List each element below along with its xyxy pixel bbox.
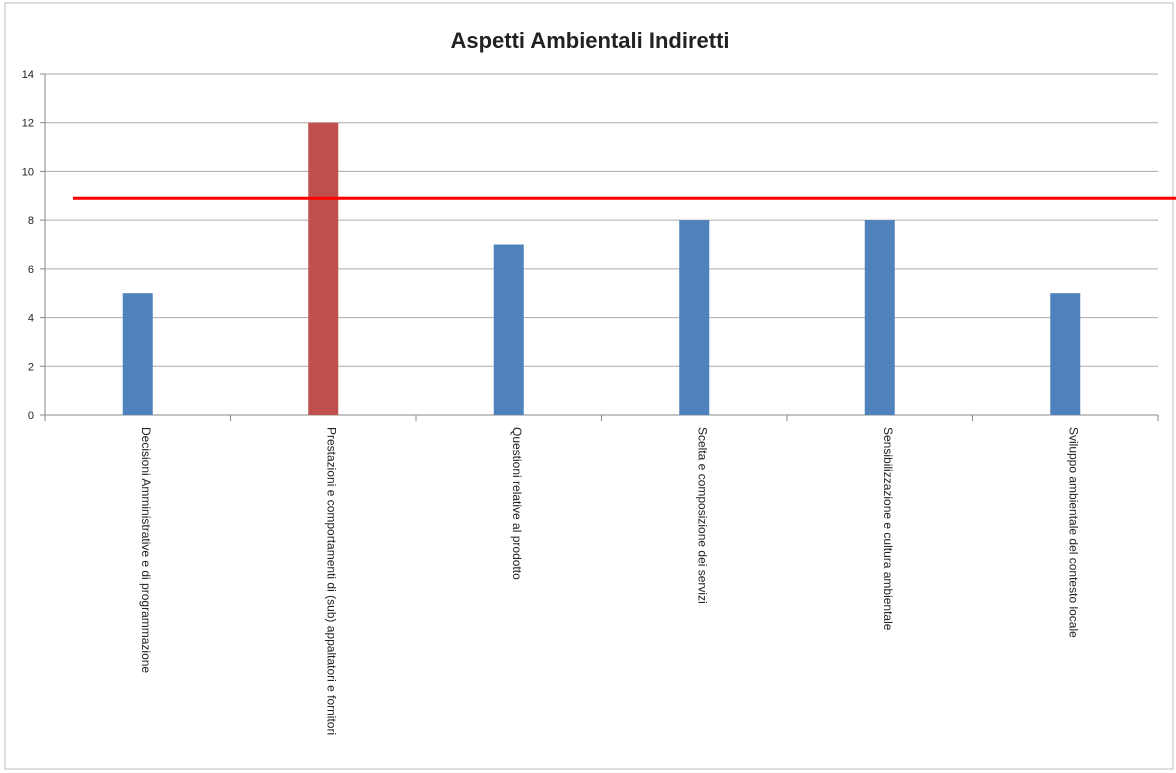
y-tick-label: 14 xyxy=(22,69,34,81)
bar xyxy=(308,122,339,415)
y-tick-label: 6 xyxy=(28,264,34,276)
chart-frame xyxy=(4,2,1174,770)
y-tick-label: 4 xyxy=(28,313,34,325)
y-tick-label: 10 xyxy=(22,166,34,178)
x-tick-label: Sensibilizzazione e cultura ambientale xyxy=(881,427,895,631)
y-tick-label: 2 xyxy=(28,361,34,373)
bar xyxy=(1050,293,1081,415)
x-tick-label: Sviluppo ambientale del contesto locale xyxy=(1066,427,1080,638)
y-tick-label: 8 xyxy=(28,215,34,227)
y-tick-label: 12 xyxy=(22,118,34,130)
x-tick-label: Questioni relative al prodotto xyxy=(510,427,524,580)
y-tick-label: 0 xyxy=(28,410,34,422)
x-tick-label: Scelta e composizione dei servizi xyxy=(695,427,709,604)
chart-title: Aspetti Ambientali Indiretti xyxy=(450,28,729,53)
bar xyxy=(864,220,895,415)
x-tick-label: Decisioni Amministrative e di programmaz… xyxy=(139,427,153,673)
bar xyxy=(493,244,524,415)
x-tick-label: Prestazioni e comportamenti di (sub) app… xyxy=(324,427,338,735)
bar xyxy=(679,220,710,415)
bar xyxy=(122,293,153,415)
